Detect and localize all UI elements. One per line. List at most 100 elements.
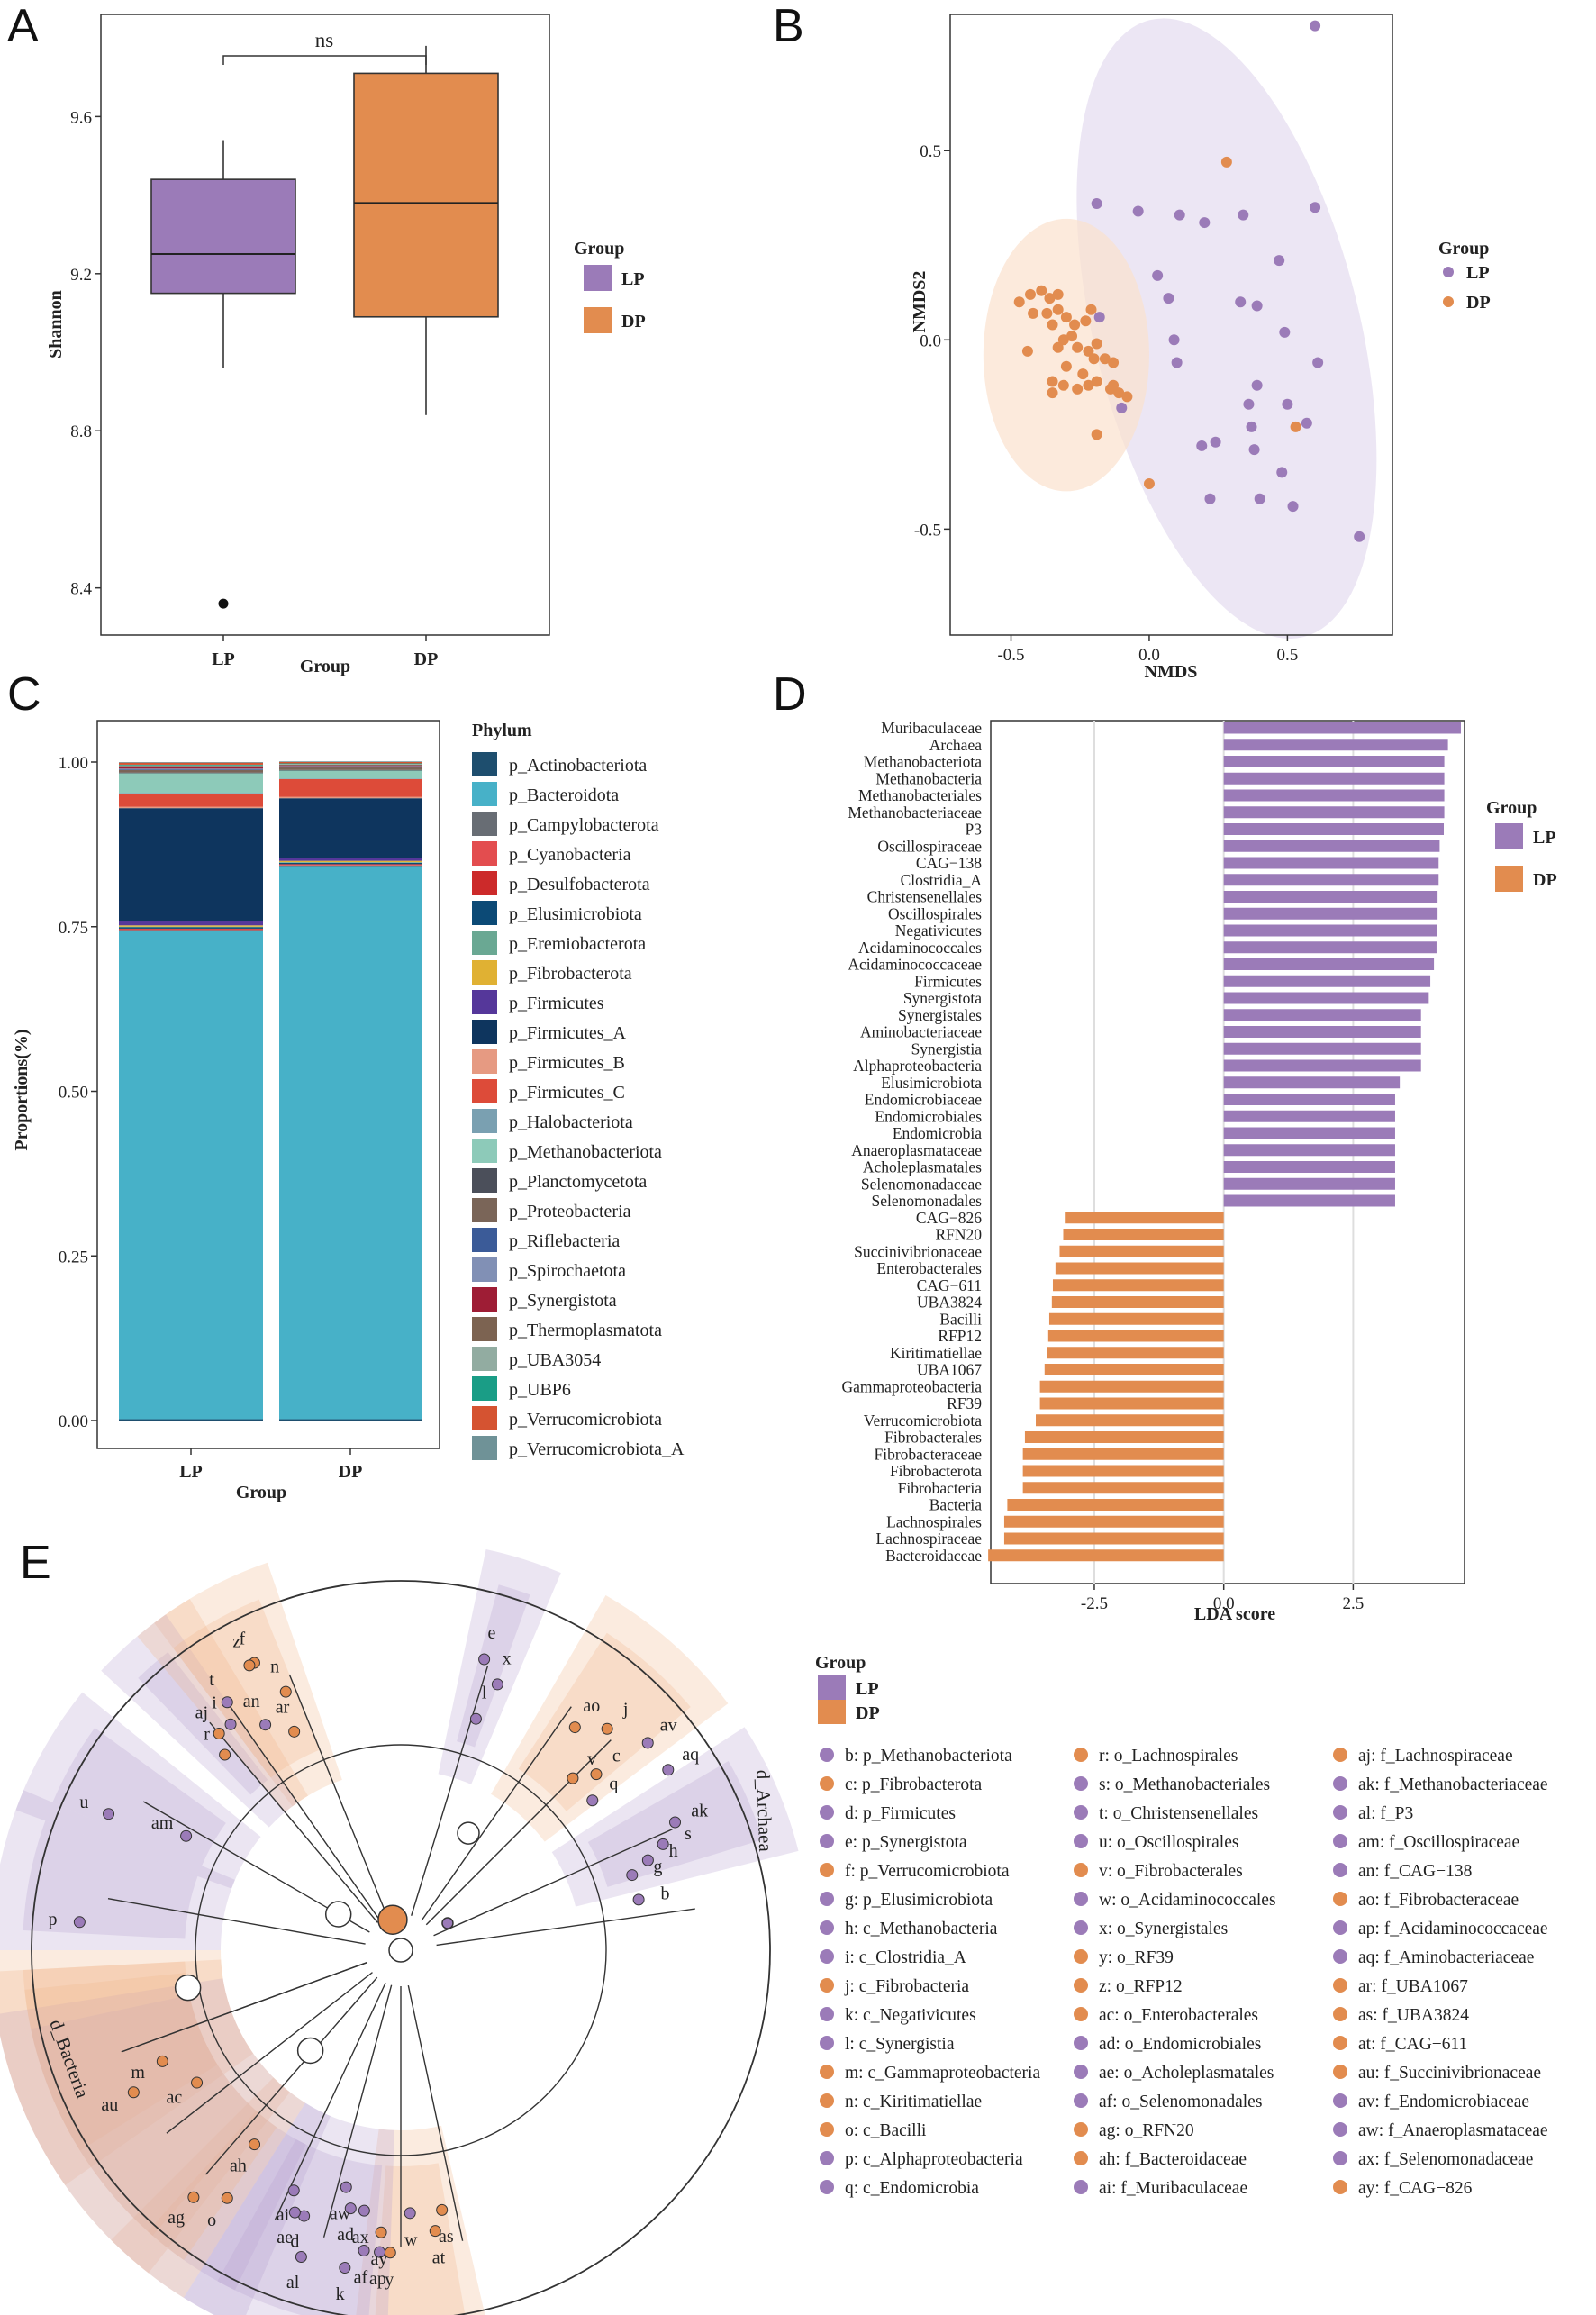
stack-segment-p_Firmicutes_B xyxy=(119,806,263,809)
clade-node-label: p xyxy=(48,1910,57,1929)
taxon-label: Negativicutes xyxy=(895,921,982,940)
clade-node-label: ao xyxy=(583,1696,600,1716)
y-tick-label: 8.4 xyxy=(70,580,92,599)
taxon-label: RFN20 xyxy=(935,1226,982,1244)
taxon-legend-dot xyxy=(820,1834,834,1848)
scatter-point-LP xyxy=(1354,531,1365,542)
scatter-point-LP xyxy=(1274,255,1285,267)
stack-segment-p_Eremiobacterota xyxy=(279,862,422,863)
taxon-legend-label: aw: f_Anaeroplasmataceae xyxy=(1358,2121,1548,2140)
lda-bar-Lachnospirales xyxy=(1003,1515,1224,1528)
clade-node-ac xyxy=(191,2076,204,2089)
scatter-point-LP xyxy=(1248,444,1260,456)
lda-bar-Firmicutes xyxy=(1223,975,1431,987)
scatter-point-DP xyxy=(1060,360,1072,372)
x-tick-label: 0.5 xyxy=(1277,646,1299,665)
taxon-legend-label: ag: o_RFN20 xyxy=(1099,2121,1194,2140)
stack-segment-p_Firmicutes_B xyxy=(279,796,422,799)
clade-sector-inner-p xyxy=(23,1820,198,1939)
lda-bar-CAG−611 xyxy=(1052,1279,1224,1292)
lda-bar-Lachnospiraceae xyxy=(1003,1532,1224,1545)
panel-a-boxplot: A 8.4 8.8 9.2 9.6 Shannon LP DP Group ns Group LP DP xyxy=(7,0,646,676)
taxon-legend-dot xyxy=(1074,2093,1088,2108)
clade-node-label: n xyxy=(270,1657,279,1677)
scatter-point-DP xyxy=(1057,334,1069,346)
taxon-legend-dot xyxy=(1333,2007,1347,2021)
taxon-legend-dot xyxy=(1333,2036,1347,2050)
taxon-legend-dot xyxy=(1333,1748,1347,1762)
panel-d-lda-bars: DMuribaculaceaeArchaeaMethanobacteriotaM… xyxy=(773,668,1557,1624)
lda-bar-Selenomonadales xyxy=(1223,1194,1395,1207)
y-tick-label: 0.75 xyxy=(59,919,88,938)
taxon-legend-label: ai: f_Muribaculaceae xyxy=(1099,2179,1247,2198)
taxon-legend-dot xyxy=(1074,1978,1088,1993)
clade-node-w xyxy=(404,2207,416,2220)
taxon-label: Synergistales xyxy=(898,1006,982,1024)
clade-node-label: c xyxy=(612,1747,621,1766)
clade-sector-i xyxy=(101,1614,298,1828)
taxon-legend-label: as: f_UBA3824 xyxy=(1358,2006,1469,2025)
tree-branch xyxy=(411,1666,489,1916)
taxon-label: Acholeplasmatales xyxy=(863,1158,982,1176)
clade-sector-inner-as xyxy=(375,2163,466,2315)
clade-sector-m xyxy=(0,1950,254,2185)
clade-node-c xyxy=(590,1768,603,1781)
taxon-label: Acidaminococcales xyxy=(858,939,982,957)
tree-branch xyxy=(121,1962,367,2053)
legend-key-p_Synergistota xyxy=(472,1287,497,1312)
scatter-point-DP xyxy=(1113,387,1125,399)
taxon-legend-label: e: p_Synergistota xyxy=(845,1833,967,1852)
lda-bar-Oscillospirales xyxy=(1223,907,1438,920)
taxon-legend-label: f: p_Verrucomicrobiota xyxy=(845,1862,1010,1881)
taxon-legend-dot xyxy=(1074,1834,1088,1848)
clade-node-ap xyxy=(374,2246,386,2258)
scatter-point-LP xyxy=(1199,217,1211,229)
lda-bar-Aminobacteriaceae xyxy=(1223,1026,1421,1038)
taxon-label: Methanobacteriales xyxy=(858,786,982,804)
lda-bar-Endomicrobiales xyxy=(1223,1110,1395,1122)
stack-segment-p_Riflebacteria xyxy=(119,769,263,770)
taxon-legend-label: af: o_Selenomonadales xyxy=(1099,2093,1262,2111)
clade-node-m xyxy=(156,2055,168,2067)
clade-node-ak xyxy=(669,1816,682,1829)
legend-key-p_Verrucomicrobiota_A xyxy=(472,1436,497,1460)
panel-label-c: C xyxy=(7,668,41,721)
taxon-label: Synergistota xyxy=(903,989,982,1007)
x-tick-label: 2.5 xyxy=(1343,1594,1365,1613)
taxon-legend-label: an: f_CAG−138 xyxy=(1358,1862,1472,1881)
taxon-label: Bacteria xyxy=(929,1496,983,1514)
scatter-point-DP xyxy=(1013,296,1025,308)
scatter-point-LP xyxy=(1301,417,1312,429)
legend-key-p_Firmicutes_A xyxy=(472,1020,497,1044)
clade-node-g xyxy=(626,1869,639,1882)
clade-node-label: v xyxy=(587,1749,596,1769)
significance-label: ns xyxy=(315,29,334,51)
taxon-legend-label: ao: f_Fibrobacteraceae xyxy=(1358,1891,1519,1910)
clade-node-label: an xyxy=(243,1692,260,1711)
panel-label-e: E xyxy=(20,1537,51,1589)
stack-segment-p_Firmicutes xyxy=(119,921,263,926)
lda-bar-Anaeroplasmataceae xyxy=(1223,1144,1395,1157)
taxon-label: Christensenellales xyxy=(867,888,983,906)
legend-key-LP xyxy=(818,1675,846,1700)
x-axis-label: Group xyxy=(300,657,350,676)
x-tick-label: 0.0 xyxy=(1213,1594,1235,1613)
taxon-legend-label: c: p_Fibrobacterota xyxy=(845,1775,982,1794)
taxon-legend-label: x: o_Synergistales xyxy=(1099,1920,1228,1938)
y-axis-label: Shannon xyxy=(46,290,66,359)
taxon-label: Muribaculaceae xyxy=(881,719,982,737)
taxon-legend-dot xyxy=(1074,1805,1088,1820)
clade-node-am xyxy=(180,1829,193,1842)
taxon-legend-label: q: c_Endomicrobia xyxy=(845,2179,979,2198)
taxon-legend-label: aj: f_Lachnospiraceae xyxy=(1358,1747,1513,1766)
y-tick-label: 9.6 xyxy=(70,108,92,127)
scatter-point-DP xyxy=(1108,357,1120,368)
legend-label-p_Fibrobacterota: p_Fibrobacterota xyxy=(509,964,632,984)
legend-label-DP: DP xyxy=(621,312,646,331)
lda-bar-CAG−138 xyxy=(1223,857,1439,869)
legend-label-p_Planctomycetota: p_Planctomycetota xyxy=(509,1172,647,1192)
legend-label-DP: DP xyxy=(1533,870,1557,890)
clade-node-s xyxy=(657,1838,669,1850)
x-tick-label: DP xyxy=(414,649,439,669)
lda-bar-Methanobacteriales xyxy=(1223,789,1445,802)
